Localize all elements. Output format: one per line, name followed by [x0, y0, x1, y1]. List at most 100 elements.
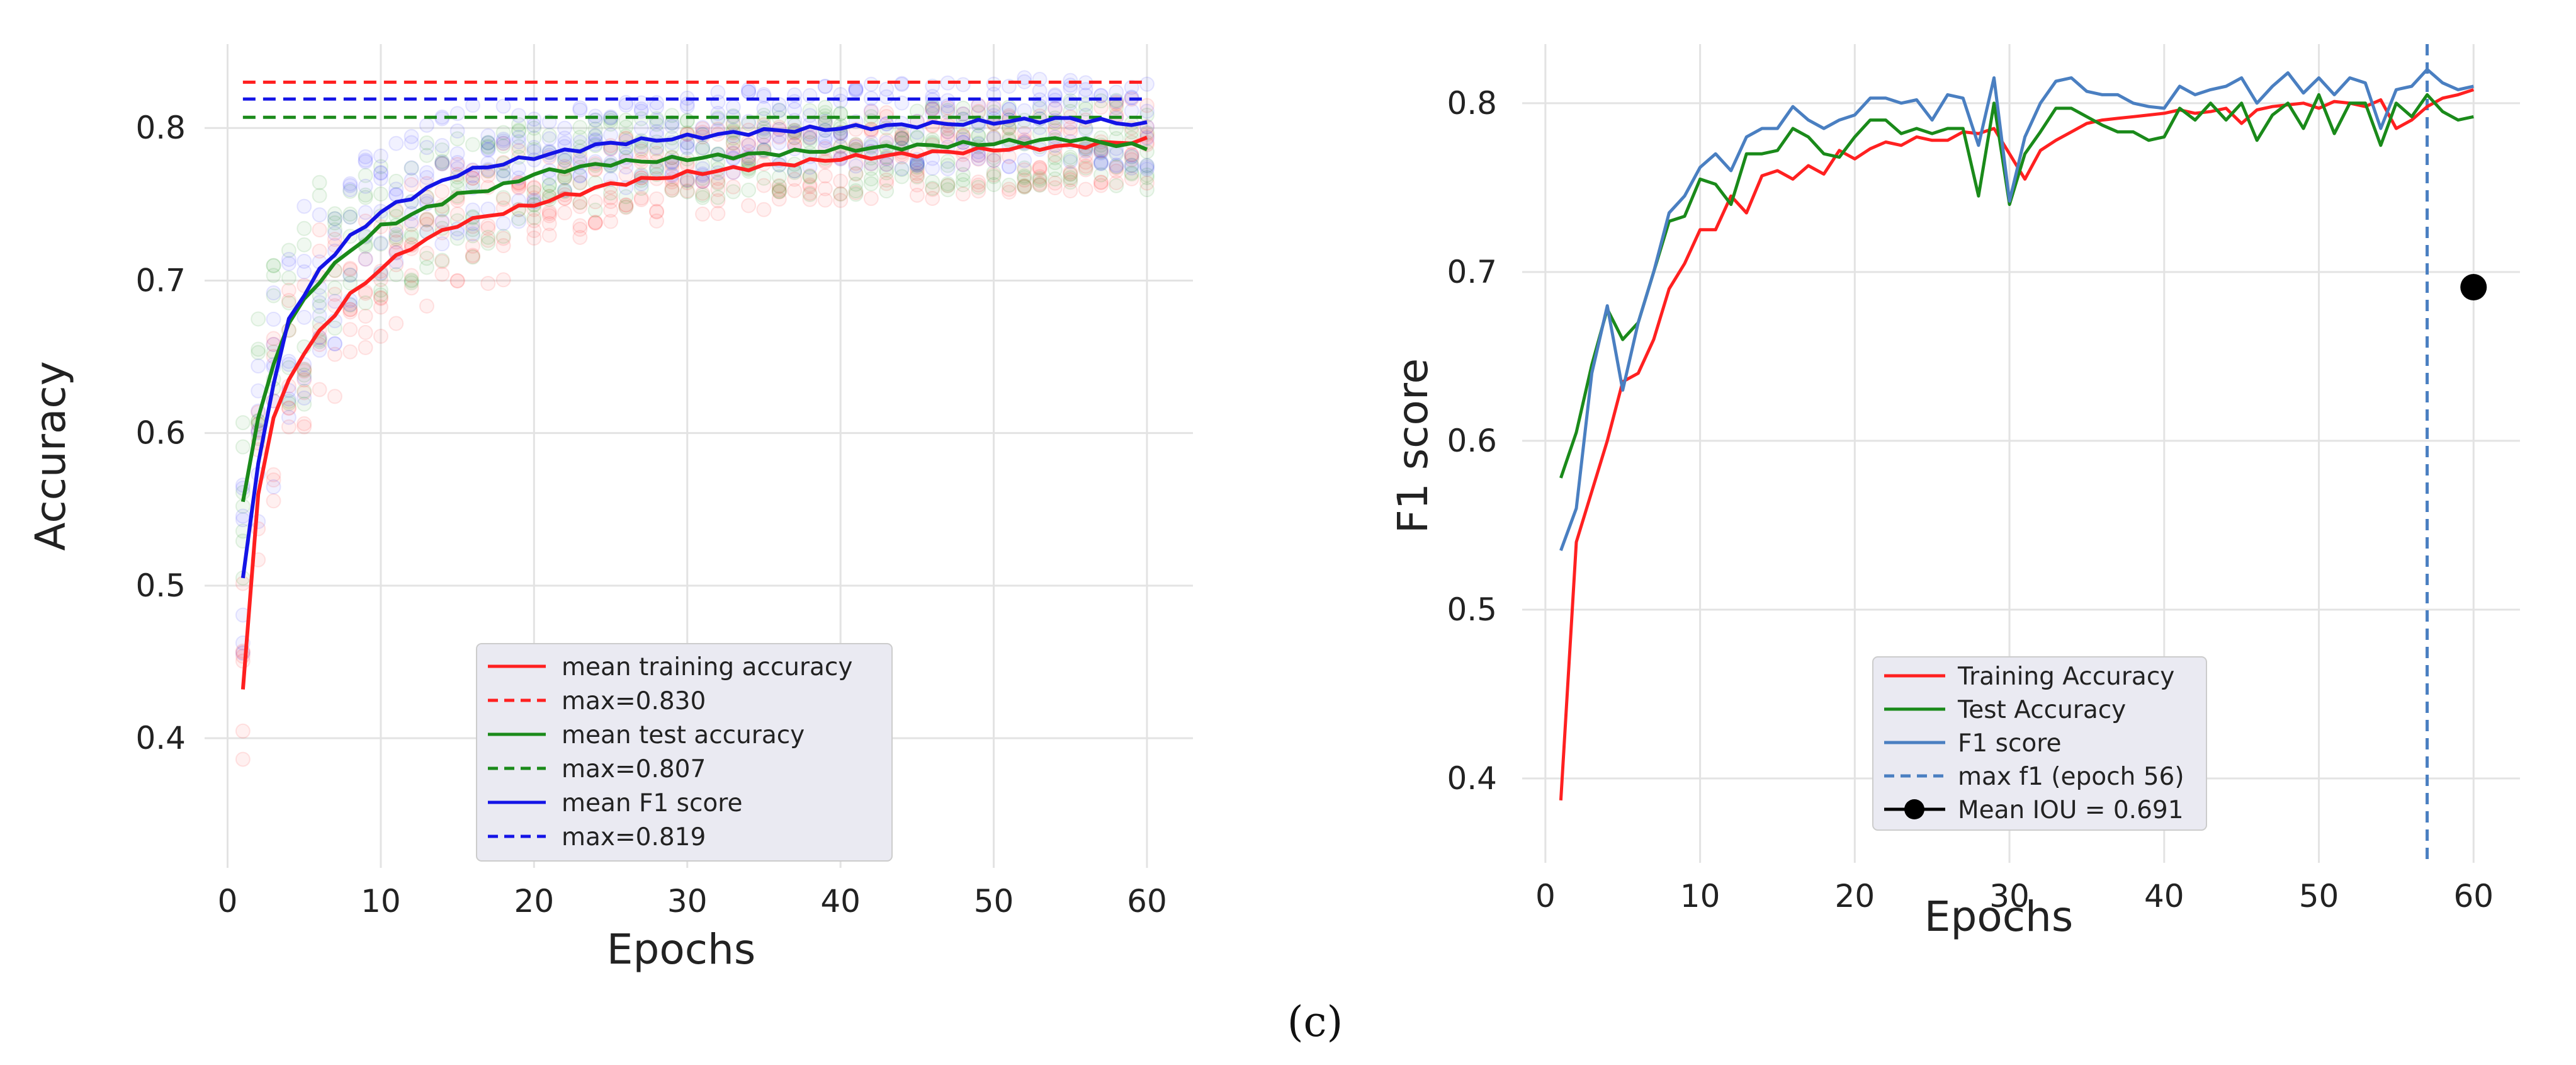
accuracy-run-point [495, 229, 511, 244]
accuracy-line-training [240, 135, 1148, 690]
accuracy-run-point [863, 171, 879, 187]
accuracy-run-point [940, 178, 956, 193]
accuracy-run-point [940, 128, 956, 144]
accuracy-run-point [725, 135, 741, 151]
accuracy-run-point [266, 311, 281, 327]
accuracy-run-point [863, 156, 879, 171]
accuracy-run-point [1032, 120, 1048, 135]
accuracy-run-point [1124, 147, 1139, 162]
accuracy-run-point [925, 161, 941, 176]
accuracy-run-point [802, 177, 818, 193]
accuracy-run-point [419, 212, 434, 227]
accuracy-run-point [1139, 107, 1155, 123]
accuracy-run-point [925, 100, 941, 115]
accuracy-run-point [618, 119, 634, 135]
accuracy-run-point [649, 161, 665, 177]
accuracy-run-point [297, 367, 312, 383]
accuracy-run-point [449, 157, 465, 173]
f1-x-tick-label: 60 [2453, 878, 2494, 914]
accuracy-run-point [1001, 101, 1017, 117]
accuracy-run-point [787, 183, 803, 198]
accuracy-run-point [848, 82, 864, 98]
accuracy-run-point [894, 131, 910, 147]
accuracy-run-point [1032, 161, 1048, 177]
accuracy-run-point [434, 266, 450, 282]
accuracy-run-point [449, 123, 465, 139]
accuracy-run-point [1017, 152, 1032, 168]
accuracy-run-point [495, 168, 511, 183]
accuracy-run-point [971, 151, 986, 167]
accuracy-x-ticks: 0 10 20 30 40 50 60 [218, 883, 1167, 920]
accuracy-run-point [1047, 150, 1063, 166]
accuracy-run-point [327, 222, 342, 237]
accuracy-run-point [434, 214, 450, 229]
accuracy-run-point [495, 238, 511, 254]
accuracy-run-point [404, 217, 419, 232]
accuracy-run-point [266, 467, 281, 482]
accuracy-run-point [664, 183, 680, 198]
accuracy-run-point [557, 153, 573, 169]
accuracy-run-point [297, 362, 312, 378]
f1-legend-box [1872, 656, 2207, 831]
accuracy-run-point [1017, 178, 1032, 194]
accuracy-run-point [297, 390, 312, 406]
accuracy-run-point [1078, 82, 1093, 98]
accuracy-run-point [297, 237, 312, 253]
accuracy-run-point [1063, 149, 1078, 165]
accuracy-run-point [557, 120, 573, 136]
accuracy-run-point [1017, 172, 1032, 188]
accuracy-run-point [358, 324, 373, 340]
accuracy-run-point [833, 186, 849, 202]
accuracy-run-point [327, 211, 342, 227]
accuracy-run-point [1078, 158, 1093, 174]
accuracy-run-point [434, 184, 450, 200]
accuracy-run-point [1063, 164, 1078, 180]
accuracy-run-point [1093, 178, 1109, 193]
accuracy-run-point [802, 129, 818, 145]
accuracy-run-point [327, 206, 342, 222]
accuracy-run-point [1139, 158, 1155, 174]
accuracy-run-point [1001, 185, 1017, 200]
accuracy-run-point [557, 152, 573, 168]
accuracy-run-point [358, 205, 373, 220]
accuracy-run-point [342, 183, 358, 199]
accuracy-run-point [894, 128, 910, 144]
accuracy-run-point [633, 181, 649, 196]
accuracy-run-point [618, 197, 634, 213]
accuracy-run-point [971, 98, 986, 113]
accuracy-run-point [419, 117, 434, 133]
accuracy-run-point [511, 214, 526, 229]
accuracy-run-point [1139, 159, 1155, 175]
accuracy-run-point [281, 401, 297, 416]
accuracy-run-point [373, 159, 388, 174]
accuracy-run-point [633, 190, 649, 206]
accuracy-run-point [1032, 171, 1048, 186]
accuracy-run-point [587, 194, 603, 210]
accuracy-run-point [373, 328, 388, 344]
accuracy-run-point [940, 182, 956, 198]
accuracy-run-point [327, 336, 342, 351]
accuracy-run-point [1124, 157, 1139, 173]
accuracy-run-point [281, 409, 297, 425]
accuracy-run-point [1093, 156, 1109, 171]
accuracy-run-point [388, 316, 404, 331]
accuracy-run-point [495, 133, 511, 149]
accuracy-run-point [771, 178, 787, 193]
accuracy-run-point [909, 162, 925, 178]
accuracy-run-point [297, 253, 312, 269]
accuracy-run-point [327, 211, 342, 227]
f1-x-tick-label: 20 [1835, 878, 1875, 914]
accuracy-run-point [1047, 88, 1063, 104]
accuracy-run-point [266, 288, 281, 304]
accuracy-run-point [511, 108, 526, 123]
accuracy-run-point [710, 94, 726, 110]
accuracy-run-point [695, 190, 711, 205]
accuracy-run-point [495, 191, 511, 207]
accuracy-run-point [1001, 159, 1017, 174]
accuracy-run-point [1078, 160, 1093, 176]
accuracy-run-point [756, 170, 772, 186]
accuracy-run-point [312, 337, 327, 353]
accuracy-run-point [618, 197, 634, 213]
accuracy-run-point [1032, 169, 1048, 185]
accuracy-run-point [909, 159, 925, 175]
